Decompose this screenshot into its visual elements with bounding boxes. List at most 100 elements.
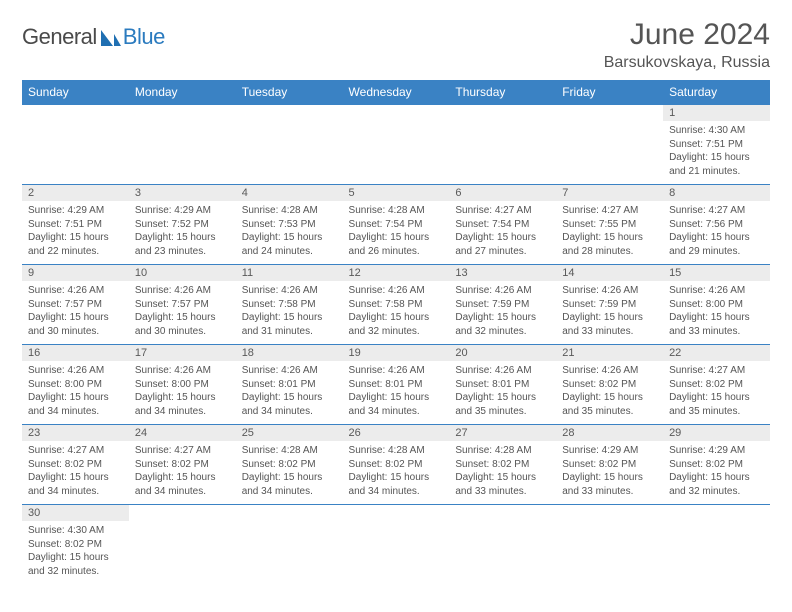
- day-number-cell: 14: [556, 265, 663, 282]
- day-content-cell: Sunrise: 4:27 AMSunset: 8:02 PMDaylight:…: [129, 441, 236, 505]
- day-number-cell: [449, 505, 556, 522]
- day-number-cell: [343, 505, 450, 522]
- weekday-header: Saturday: [663, 80, 770, 105]
- week-content-row: Sunrise: 4:27 AMSunset: 8:02 PMDaylight:…: [22, 441, 770, 505]
- day-number-cell: 4: [236, 185, 343, 202]
- day-number-cell: 23: [22, 425, 129, 442]
- day-content-cell: Sunrise: 4:27 AMSunset: 7:56 PMDaylight:…: [663, 201, 770, 265]
- day-content-cell: Sunrise: 4:26 AMSunset: 8:01 PMDaylight:…: [449, 361, 556, 425]
- day-number-cell: [129, 505, 236, 522]
- calendar-table: SundayMondayTuesdayWednesdayThursdayFrid…: [22, 80, 770, 584]
- day-number-cell: 10: [129, 265, 236, 282]
- brand-text-1: General: [22, 24, 97, 50]
- day-content-cell: Sunrise: 4:26 AMSunset: 8:00 PMDaylight:…: [129, 361, 236, 425]
- day-number-cell: 7: [556, 185, 663, 202]
- week-content-row: Sunrise: 4:26 AMSunset: 8:00 PMDaylight:…: [22, 361, 770, 425]
- week-daynum-row: 23242526272829: [22, 425, 770, 442]
- day-number-cell: 19: [343, 345, 450, 362]
- day-number-cell: [343, 105, 450, 122]
- day-content-cell: [556, 521, 663, 584]
- day-content-cell: [449, 521, 556, 584]
- location-label: Barsukovskaya, Russia: [604, 54, 770, 72]
- title-block: June 2024 Barsukovskaya, Russia: [604, 18, 770, 72]
- day-content-cell: Sunrise: 4:26 AMSunset: 8:00 PMDaylight:…: [663, 281, 770, 345]
- day-number-cell: 11: [236, 265, 343, 282]
- day-content-cell: [129, 521, 236, 584]
- day-content-cell: Sunrise: 4:28 AMSunset: 7:53 PMDaylight:…: [236, 201, 343, 265]
- day-number-cell: 27: [449, 425, 556, 442]
- day-content-cell: [343, 121, 450, 185]
- day-number-cell: 3: [129, 185, 236, 202]
- day-number-cell: 9: [22, 265, 129, 282]
- brand-logo: General Blue: [22, 24, 165, 50]
- day-content-cell: [556, 121, 663, 185]
- day-number-cell: 16: [22, 345, 129, 362]
- day-number-cell: 2: [22, 185, 129, 202]
- day-number-cell: 12: [343, 265, 450, 282]
- month-title: June 2024: [604, 18, 770, 52]
- day-number-cell: 24: [129, 425, 236, 442]
- page-header: General Blue June 2024 Barsukovskaya, Ru…: [22, 18, 770, 72]
- weekday-header: Friday: [556, 80, 663, 105]
- week-content-row: Sunrise: 4:30 AMSunset: 8:02 PMDaylight:…: [22, 521, 770, 584]
- day-content-cell: Sunrise: 4:26 AMSunset: 7:57 PMDaylight:…: [22, 281, 129, 345]
- week-content-row: Sunrise: 4:29 AMSunset: 7:51 PMDaylight:…: [22, 201, 770, 265]
- day-content-cell: Sunrise: 4:28 AMSunset: 7:54 PMDaylight:…: [343, 201, 450, 265]
- day-number-cell: [236, 505, 343, 522]
- sail-icon: [99, 28, 121, 48]
- day-content-cell: Sunrise: 4:28 AMSunset: 8:02 PMDaylight:…: [343, 441, 450, 505]
- week-daynum-row: 1: [22, 105, 770, 122]
- day-content-cell: [343, 521, 450, 584]
- day-content-cell: [22, 121, 129, 185]
- day-number-cell: 20: [449, 345, 556, 362]
- day-content-cell: [449, 121, 556, 185]
- day-number-cell: 25: [236, 425, 343, 442]
- day-number-cell: [22, 105, 129, 122]
- day-content-cell: Sunrise: 4:26 AMSunset: 8:01 PMDaylight:…: [343, 361, 450, 425]
- day-number-cell: [236, 105, 343, 122]
- day-number-cell: [129, 105, 236, 122]
- day-content-cell: Sunrise: 4:29 AMSunset: 7:51 PMDaylight:…: [22, 201, 129, 265]
- day-number-cell: 13: [449, 265, 556, 282]
- day-content-cell: [663, 521, 770, 584]
- weekday-header: Monday: [129, 80, 236, 105]
- day-content-cell: Sunrise: 4:28 AMSunset: 8:02 PMDaylight:…: [449, 441, 556, 505]
- day-content-cell: Sunrise: 4:28 AMSunset: 8:02 PMDaylight:…: [236, 441, 343, 505]
- day-number-cell: 8: [663, 185, 770, 202]
- day-content-cell: Sunrise: 4:26 AMSunset: 7:58 PMDaylight:…: [343, 281, 450, 345]
- week-content-row: Sunrise: 4:30 AMSunset: 7:51 PMDaylight:…: [22, 121, 770, 185]
- day-number-cell: [556, 105, 663, 122]
- day-content-cell: Sunrise: 4:26 AMSunset: 8:02 PMDaylight:…: [556, 361, 663, 425]
- week-daynum-row: 30: [22, 505, 770, 522]
- weekday-header: Thursday: [449, 80, 556, 105]
- day-number-cell: 15: [663, 265, 770, 282]
- day-content-cell: [129, 121, 236, 185]
- day-number-cell: 22: [663, 345, 770, 362]
- day-number-cell: 1: [663, 105, 770, 122]
- day-content-cell: Sunrise: 4:30 AMSunset: 7:51 PMDaylight:…: [663, 121, 770, 185]
- week-daynum-row: 9101112131415: [22, 265, 770, 282]
- day-content-cell: Sunrise: 4:27 AMSunset: 8:02 PMDaylight:…: [22, 441, 129, 505]
- day-content-cell: Sunrise: 4:27 AMSunset: 7:54 PMDaylight:…: [449, 201, 556, 265]
- day-content-cell: Sunrise: 4:27 AMSunset: 8:02 PMDaylight:…: [663, 361, 770, 425]
- day-number-cell: 28: [556, 425, 663, 442]
- weekday-header: Tuesday: [236, 80, 343, 105]
- day-content-cell: [236, 521, 343, 584]
- day-number-cell: [449, 105, 556, 122]
- day-number-cell: [556, 505, 663, 522]
- day-content-cell: Sunrise: 4:27 AMSunset: 7:55 PMDaylight:…: [556, 201, 663, 265]
- week-daynum-row: 16171819202122: [22, 345, 770, 362]
- day-content-cell: Sunrise: 4:29 AMSunset: 7:52 PMDaylight:…: [129, 201, 236, 265]
- day-content-cell: Sunrise: 4:30 AMSunset: 8:02 PMDaylight:…: [22, 521, 129, 584]
- day-number-cell: 5: [343, 185, 450, 202]
- day-number-cell: 29: [663, 425, 770, 442]
- day-number-cell: 6: [449, 185, 556, 202]
- day-content-cell: Sunrise: 4:26 AMSunset: 7:57 PMDaylight:…: [129, 281, 236, 345]
- day-number-cell: 30: [22, 505, 129, 522]
- day-content-cell: [236, 121, 343, 185]
- day-number-cell: 26: [343, 425, 450, 442]
- day-content-cell: Sunrise: 4:29 AMSunset: 8:02 PMDaylight:…: [663, 441, 770, 505]
- day-content-cell: Sunrise: 4:26 AMSunset: 7:59 PMDaylight:…: [449, 281, 556, 345]
- week-daynum-row: 2345678: [22, 185, 770, 202]
- day-content-cell: Sunrise: 4:26 AMSunset: 8:01 PMDaylight:…: [236, 361, 343, 425]
